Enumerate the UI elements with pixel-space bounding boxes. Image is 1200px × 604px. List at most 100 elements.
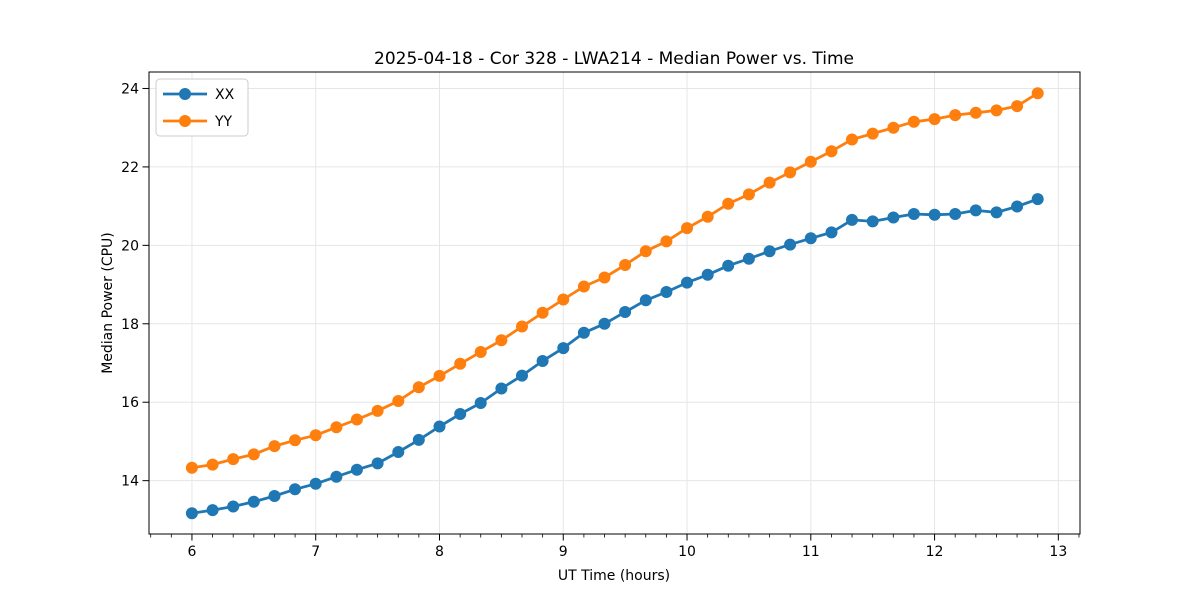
axis-ticks	[142, 87, 1080, 541]
x-tick-label: 12	[926, 544, 944, 560]
data-point-yy	[639, 245, 652, 258]
data-point-xx	[742, 252, 755, 265]
data-point-xx	[598, 317, 611, 330]
legend-box	[155, 78, 249, 137]
data-point-xx	[887, 211, 900, 224]
data-point-xx	[784, 238, 797, 251]
data-point-yy	[206, 458, 219, 471]
x-tick-label: 8	[435, 544, 444, 560]
chart-title: 2025-04-18 - Cor 328 - LWA214 - Median P…	[374, 49, 854, 69]
data-point-xx	[412, 433, 425, 446]
data-point-xx	[309, 477, 322, 490]
data-point-yy	[949, 109, 962, 122]
data-point-xx	[206, 504, 219, 517]
data-point-yy	[577, 280, 590, 293]
data-point-yy	[866, 127, 879, 140]
data-point-xx	[392, 446, 405, 458]
x-tick-label: 11	[802, 544, 820, 560]
data-point-yy	[784, 166, 797, 179]
data-point-xx	[990, 206, 1003, 219]
data-point-xx	[1031, 193, 1044, 206]
y-tick-label: 16	[121, 395, 139, 411]
data-point-xx	[371, 457, 384, 470]
data-point-yy	[557, 293, 570, 306]
data-point-yy	[371, 404, 384, 417]
data-point-yy	[289, 434, 301, 447]
data-point-xx	[454, 408, 467, 420]
data-point-xx	[722, 259, 735, 272]
data-point-yy	[495, 334, 508, 347]
legend-marker-yy	[179, 115, 191, 127]
data-point-xx	[516, 369, 528, 382]
data-point-yy	[309, 429, 322, 442]
data-point-xx	[660, 286, 673, 298]
data-point-yy	[474, 346, 487, 358]
data-point-xx	[577, 326, 590, 339]
data-point-yy	[619, 259, 632, 271]
x-tick-label: 6	[187, 544, 196, 560]
data-point-yy	[722, 197, 735, 210]
x-tick-label: 9	[559, 544, 568, 560]
data-point-yy	[247, 448, 260, 461]
data-point-yy	[887, 121, 900, 134]
data-point-xx	[846, 213, 858, 226]
data-point-yy	[990, 104, 1003, 117]
data-point-xx	[433, 420, 446, 433]
x-tick-label: 10	[678, 544, 696, 560]
data-point-xx	[619, 306, 632, 318]
data-point-yy	[681, 222, 693, 235]
series-line-yy	[191, 92, 1039, 470]
data-point-xx	[928, 208, 941, 221]
data-point-xx	[247, 495, 260, 508]
data-point-xx	[268, 490, 281, 502]
y-tick-label: 20	[121, 238, 139, 254]
data-point-yy	[392, 395, 405, 407]
data-point-yy	[185, 461, 198, 474]
data-point-yy	[516, 320, 528, 333]
axis-tick-labels: 6 7 8 9 10 11 12 13 14 16 18 20 22 24	[121, 81, 1067, 560]
data-point-yy	[433, 369, 446, 382]
data-point-xx	[557, 342, 570, 355]
data-point-xx	[289, 483, 301, 496]
y-tick-label: 24	[121, 81, 139, 97]
data-point-yy	[701, 210, 714, 223]
data-point-yy	[1011, 100, 1024, 113]
data-point-xx	[949, 208, 962, 220]
plot-border	[148, 71, 1081, 535]
data-point-xx	[907, 208, 920, 220]
data-point-yy	[846, 133, 858, 146]
data-point-yy	[907, 115, 920, 128]
data-point-yy	[227, 453, 240, 466]
y-tick-label: 14	[121, 474, 139, 490]
data-point-xx	[639, 294, 652, 307]
data-point-yy	[825, 145, 838, 158]
y-tick-label: 18	[121, 317, 139, 333]
data-point-xx	[536, 355, 549, 367]
data-point-xx	[474, 397, 487, 409]
data-point-xx	[350, 463, 363, 476]
legend-label-xx: XX	[215, 87, 235, 103]
data-point-yy	[763, 176, 776, 189]
data-point-yy	[928, 113, 941, 126]
data-point-yy	[1031, 87, 1044, 100]
y-axis-label: Median Power (CPU)	[100, 232, 116, 374]
data-point-yy	[598, 271, 611, 284]
data-point-xx	[1011, 200, 1024, 213]
x-tick-label: 13	[1049, 544, 1067, 560]
data-point-yy	[268, 440, 281, 453]
data-point-xx	[825, 226, 838, 239]
series-line-xx	[191, 197, 1039, 515]
data-point-xx	[804, 232, 817, 245]
data-point-xx	[763, 245, 776, 258]
legend-label-yy: YY	[214, 114, 233, 130]
data-point-yy	[454, 357, 467, 370]
gridlines	[149, 72, 1080, 534]
data-point-xx	[227, 500, 240, 513]
x-tick-label: 7	[311, 544, 320, 560]
data-point-xx	[330, 470, 343, 483]
data-point-yy	[412, 381, 425, 394]
data-point-yy	[742, 188, 755, 201]
data-point-xx	[701, 268, 714, 281]
